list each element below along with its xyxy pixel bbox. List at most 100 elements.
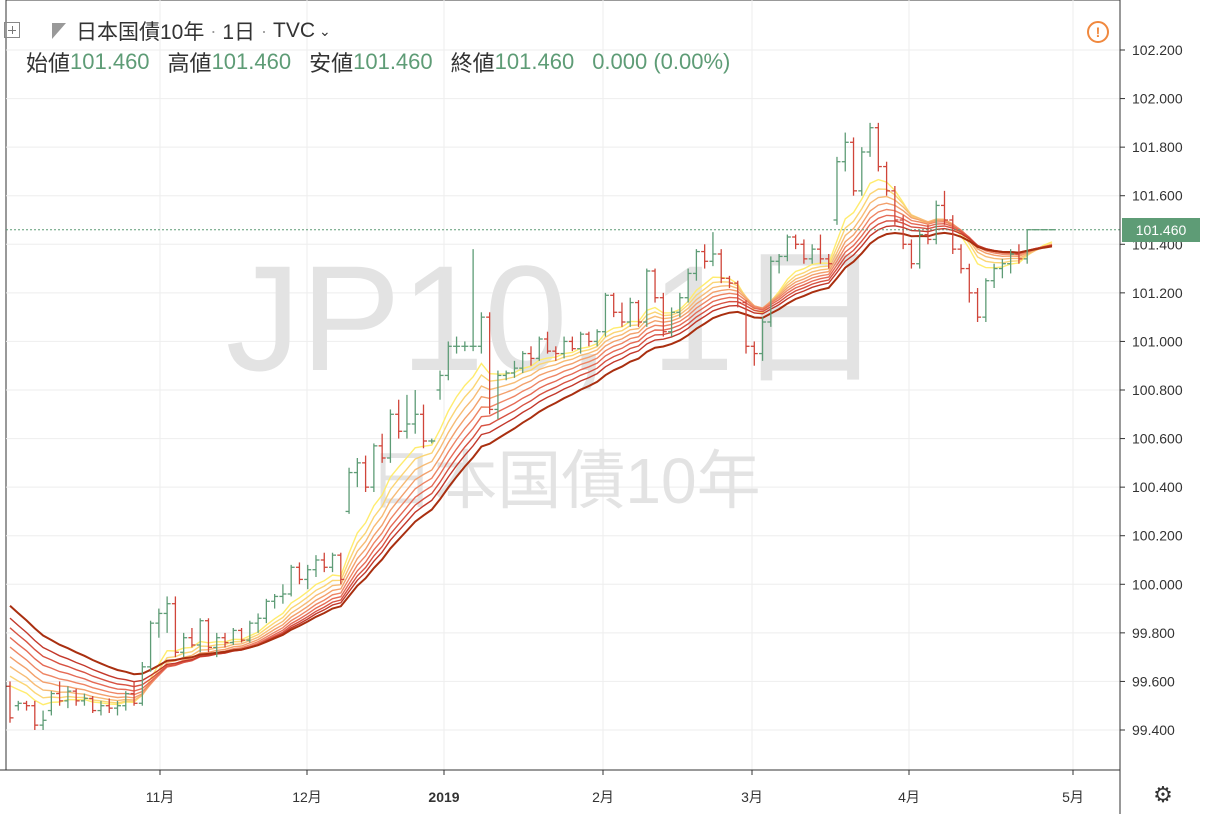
ohlc-bar — [130, 681, 138, 706]
ohlc-bar — [229, 628, 237, 645]
symbol-legend: 日本国債10年 · 1日 · TVC ⌄ — [26, 16, 331, 46]
ohlc-bar — [866, 122, 874, 157]
ohlc-bar — [527, 346, 535, 366]
ohlc-bar — [618, 302, 626, 327]
ohlc-bar — [519, 351, 527, 373]
ohlc-bar — [899, 215, 907, 250]
price-tick-label: 101.200 — [1132, 285, 1183, 301]
ohlc-bar — [47, 691, 55, 716]
ohlc-bar — [692, 249, 700, 281]
price-tick-label: 100.600 — [1132, 431, 1183, 447]
ohlc-bars — [6, 122, 1056, 730]
ohlc-bar — [337, 552, 345, 585]
price-tick-label: 101.000 — [1132, 333, 1183, 349]
ohlc-bar — [965, 263, 973, 303]
ohlc-bar — [1023, 229, 1031, 264]
ohlc-bar — [610, 292, 618, 318]
close-value: 101.460 — [494, 49, 575, 74]
ohlc-bar — [825, 254, 833, 269]
ohlc-bar — [684, 268, 692, 303]
ohlc-bar — [585, 331, 593, 347]
ohlc-bar — [742, 300, 750, 354]
ohlc-bar — [114, 700, 122, 716]
price-tick-label: 101.800 — [1132, 139, 1183, 155]
price-tick-label: 101.600 — [1132, 188, 1183, 204]
flag-icon[interactable] — [52, 23, 66, 39]
ohlc-bar — [477, 312, 485, 354]
settings-icon[interactable]: ⚙ — [1153, 782, 1173, 807]
source-label[interactable]: TVC — [273, 19, 316, 42]
ohlc-bar — [841, 132, 849, 172]
ohlc-bar — [428, 438, 436, 444]
price-tick-label: 100.400 — [1132, 479, 1183, 495]
warning-icon[interactable]: ! — [1087, 21, 1109, 43]
ohlc-bar — [469, 249, 477, 352]
ohlc-bar — [544, 331, 552, 354]
ohlc-bar — [535, 336, 543, 361]
ohlc-bar — [850, 137, 858, 196]
price-tick-label: 99.400 — [1132, 722, 1175, 738]
ohlc-bar — [419, 404, 427, 449]
price-tick-label: 100.000 — [1132, 576, 1183, 592]
ohlc-bar — [701, 244, 709, 269]
ohlc-bar — [792, 234, 800, 250]
time-tick-label: 2019 — [428, 789, 459, 805]
ohlc-bar — [204, 618, 212, 653]
ohlc-bar — [395, 399, 403, 439]
ema-line — [9, 231, 1053, 676]
ohlc-bar — [759, 317, 767, 361]
ohlc-bar — [370, 443, 378, 492]
ohlc-bar — [23, 700, 31, 711]
ohlc-bar — [221, 632, 229, 648]
ohlc-bar — [436, 370, 444, 400]
ohlc-bar — [31, 700, 39, 730]
ohlc-bar — [775, 254, 783, 274]
separator-dot: · — [261, 20, 268, 41]
ohlc-bar — [808, 244, 816, 264]
ohlc-bar — [800, 239, 808, 264]
ohlc-bar — [171, 596, 179, 658]
ohlc-bar — [403, 394, 411, 439]
time-tick-label: 2月 — [592, 789, 614, 805]
ohlc-bar — [949, 215, 957, 254]
chevron-down-icon[interactable]: ⌄ — [319, 22, 331, 39]
ohlc-bar — [883, 161, 891, 196]
ohlc-bar — [56, 681, 64, 706]
high-label: 高値 — [167, 51, 212, 76]
ohlc-bar — [651, 268, 659, 303]
interval-label[interactable]: 1日 — [222, 21, 256, 44]
ohlc-bar — [6, 681, 14, 723]
time-tick-label: 12月 — [292, 789, 322, 805]
low-label: 安値 — [309, 51, 354, 76]
ohlc-bar — [560, 336, 568, 359]
ohlc-bar — [676, 292, 684, 318]
ohlc-bar — [874, 122, 882, 172]
time-tick-label: 11月 — [146, 789, 175, 805]
price-tick-label: 100.200 — [1132, 528, 1183, 544]
ohlc-bar — [254, 613, 262, 633]
ohlc-bar — [990, 263, 998, 288]
ohlc-bar — [271, 594, 279, 609]
ohlc-bar — [444, 341, 452, 381]
ohlc-bar — [725, 275, 733, 288]
ohlc-bar — [72, 688, 80, 706]
ohlc-bar — [717, 249, 725, 284]
ohlc-bar — [196, 618, 204, 653]
ohlc-bar — [97, 700, 105, 716]
ohlc-bar — [767, 256, 775, 327]
ohlc-bar — [304, 564, 312, 590]
ohlc-bar — [734, 280, 742, 308]
expand-icon[interactable] — [4, 22, 20, 38]
ohlc-bar — [105, 698, 113, 713]
ohlc-bar — [816, 234, 824, 264]
ohlc-bar — [138, 662, 146, 706]
ohlc-bar — [577, 331, 585, 354]
close-label: 終値 — [450, 51, 495, 76]
ohlc-bar — [957, 244, 965, 274]
ohlc-bar — [783, 234, 791, 262]
low-value: 101.460 — [353, 49, 433, 74]
price-tick-label: 99.600 — [1132, 673, 1175, 689]
time-tick-label: 4月 — [898, 789, 920, 805]
ohlc-bar — [461, 341, 469, 352]
